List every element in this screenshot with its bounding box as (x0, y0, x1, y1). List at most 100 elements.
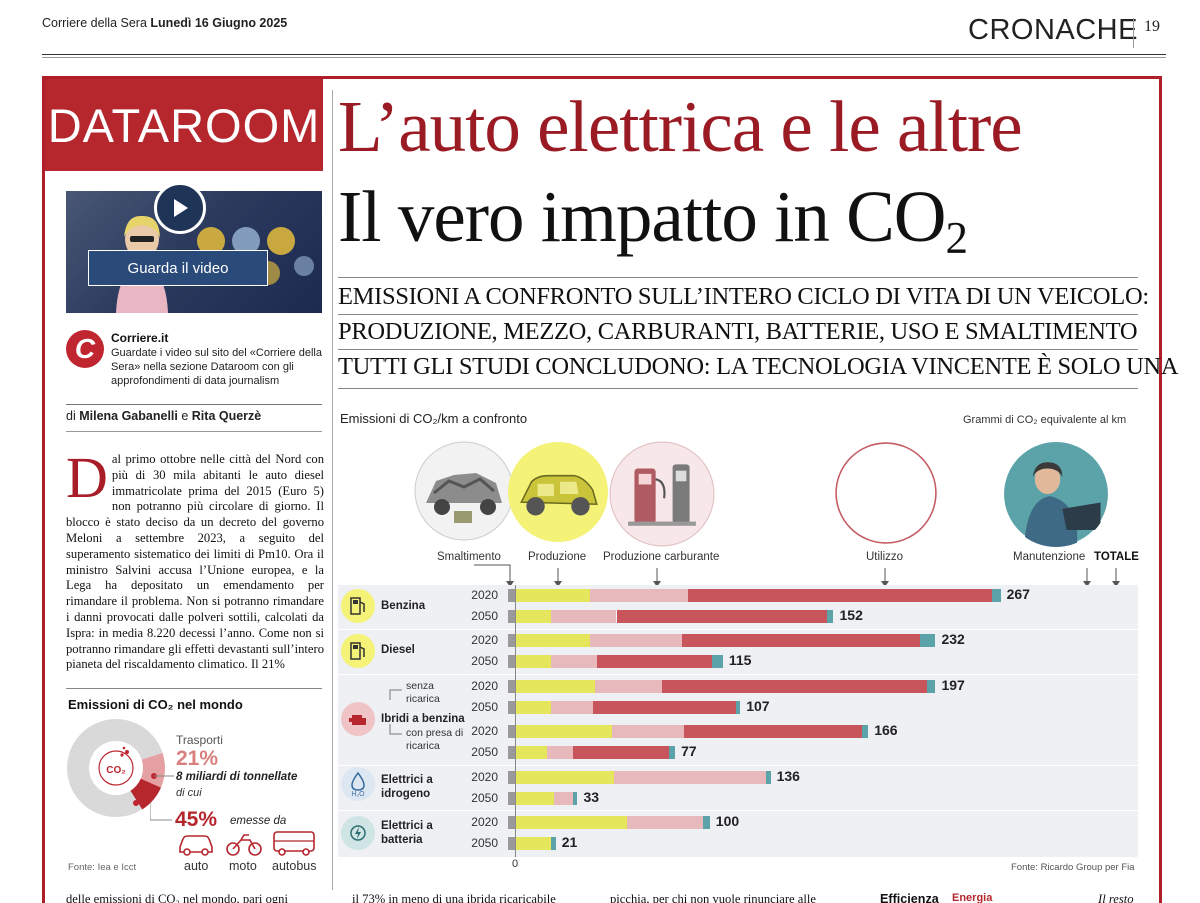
footer-col3: picchia, per chi non vuole rinunciare al… (610, 892, 816, 903)
year-label: 2020 (471, 724, 498, 738)
bar-segment-manutenzione (711, 655, 723, 668)
year-label: 2020 (471, 770, 498, 784)
donut-other-sectors (66, 719, 163, 817)
headline-line-2: Il vero impatto in CO2 (338, 176, 968, 263)
bar-segment-smaltimento (508, 837, 515, 850)
of-which-label: di cui (176, 787, 202, 799)
battery-charge-icon (341, 816, 375, 850)
bar-segment-smaltimento (508, 680, 515, 693)
play-button[interactable] (154, 182, 206, 234)
vehicle-label-moto: moto (229, 859, 257, 873)
byline-rule-bottom (66, 431, 322, 432)
hydrogen-drop-icon: H₂O (341, 767, 375, 801)
bar-segment-produzione-carburante (547, 746, 574, 759)
hybrid-sublabel-no-charge: senza ricarica (406, 680, 440, 705)
bar-total-label: 166 (874, 722, 898, 738)
bar-segment-manutenzione (926, 680, 936, 693)
donut-co2-label: CO₂ (106, 765, 125, 776)
bar-segment-smaltimento (508, 589, 515, 602)
bar-segment-produzione (514, 634, 591, 647)
vehicle-label-bus: autobus (272, 859, 317, 873)
bar-total-label: 115 (728, 652, 752, 668)
year-label: 2050 (471, 700, 498, 714)
page-number: 19 (1144, 18, 1160, 35)
stage-label-maintenance: Manutenzione (1013, 551, 1086, 563)
bar-total-label: 232 (941, 631, 965, 647)
chart-zero-axis (515, 585, 516, 857)
subhead-line-3: TUTTI GLI STUDI CONCLUDONO: LA TECNOLOGI… (338, 353, 1179, 380)
year-label: 2020 (471, 679, 498, 693)
dataroom-banner: DATAROOM (45, 79, 323, 171)
bar-segment-produzione (514, 746, 548, 759)
year-label: 2050 (471, 791, 498, 805)
article-frame (42, 76, 1162, 903)
footer-col4-energy: Energia (952, 892, 993, 903)
bar-segment-produzione-carburante (551, 610, 617, 623)
bar-total-label: 136 (776, 768, 800, 784)
watch-video-button[interactable]: Guarda il video (88, 250, 268, 286)
bar-segment-utilizzo (616, 610, 827, 623)
bar-segment-utilizzo (662, 680, 927, 693)
subhead-line-2: PRODUZIONE, MEZZO, CARBURANTI, BATTERIE,… (338, 318, 1138, 345)
bar-segment-smaltimento (508, 816, 515, 829)
column-divider (332, 90, 333, 890)
axis-zero-label: 0 (512, 858, 519, 870)
stage-arrows (474, 564, 1120, 587)
bar-segment-manutenzione (766, 771, 771, 784)
stage-label-production: Produzione (528, 551, 587, 563)
year-label: 2050 (471, 609, 498, 623)
bar-segment-produzione (514, 610, 552, 623)
year-label: 2050 (471, 836, 498, 850)
year-label: 2020 (471, 633, 498, 647)
category-label-batteria: Elettrici a batteria (381, 820, 433, 846)
bar-segment-produzione-carburante (590, 589, 689, 602)
subhead-rule-1 (338, 277, 1138, 278)
motorbike-icon (226, 834, 262, 856)
bar-segment-produzione (514, 655, 552, 668)
category-label-benzina: Benzina (381, 600, 426, 612)
subhead-rule-4 (338, 388, 1138, 389)
bar-segment-produzione-carburante (627, 816, 704, 829)
diesel-pump-icon (341, 634, 375, 668)
bar-segment-manutenzione (735, 701, 741, 714)
disposal-illustration (414, 441, 514, 541)
top-rule-secondary (42, 57, 1166, 58)
year-label: 2050 (471, 654, 498, 668)
car-icon (179, 835, 213, 856)
bar-segment-manutenzione (826, 610, 834, 623)
emitted-by-label: emesse da (230, 815, 287, 827)
bar-total-label: 77 (681, 743, 697, 759)
bar-segment-smaltimento (508, 771, 515, 784)
bar-segment-produzione-carburante (551, 701, 593, 714)
stage-label-usage: Utilizzo (866, 551, 904, 563)
hybrid-engine-icon (341, 702, 375, 736)
bar-segment-produzione (514, 837, 552, 850)
section-title: CRONACHE (968, 14, 1138, 46)
footer-col2: il 73% in meno di una ibrida ricaricabil… (352, 892, 556, 903)
bar-segment-utilizzo (573, 746, 669, 759)
bar-segment-produzione-carburante (553, 792, 574, 805)
bar-segment-manutenzione (551, 837, 556, 850)
bar-segment-produzione (514, 589, 591, 602)
bar-segment-produzione-carburante (612, 725, 684, 738)
group-bg-batteria (338, 811, 1138, 857)
bar-total-label: 267 (1006, 586, 1030, 602)
bar-segment-utilizzo (683, 725, 862, 738)
bar-segment-utilizzo (688, 589, 992, 602)
headline-line-1: L’auto elettrica e le altre (338, 86, 1023, 167)
footer-col1: delle emissioni di CO₂ nel mondo, pari o… (66, 892, 288, 903)
subhead-line-1: EMISSIONI A CONFRONTO SULL’INTERO CICLO … (338, 283, 1149, 310)
transport-tonnes: 8 miliardi di tonnellate (176, 771, 298, 783)
dropcap: D (66, 445, 108, 510)
bar-segment-manutenzione (991, 589, 1001, 602)
bar-segment-smaltimento (508, 725, 515, 738)
bar-segment-manutenzione (703, 816, 710, 829)
production-illustration (508, 442, 608, 542)
subhead-rule-2 (338, 314, 1138, 315)
bar-segment-produzione (514, 792, 554, 805)
fuel-production-illustration (609, 441, 715, 547)
usage-illustration (835, 442, 937, 544)
footer-col4-title: Efficienza (880, 892, 939, 903)
road-pointer-dot (133, 800, 139, 806)
